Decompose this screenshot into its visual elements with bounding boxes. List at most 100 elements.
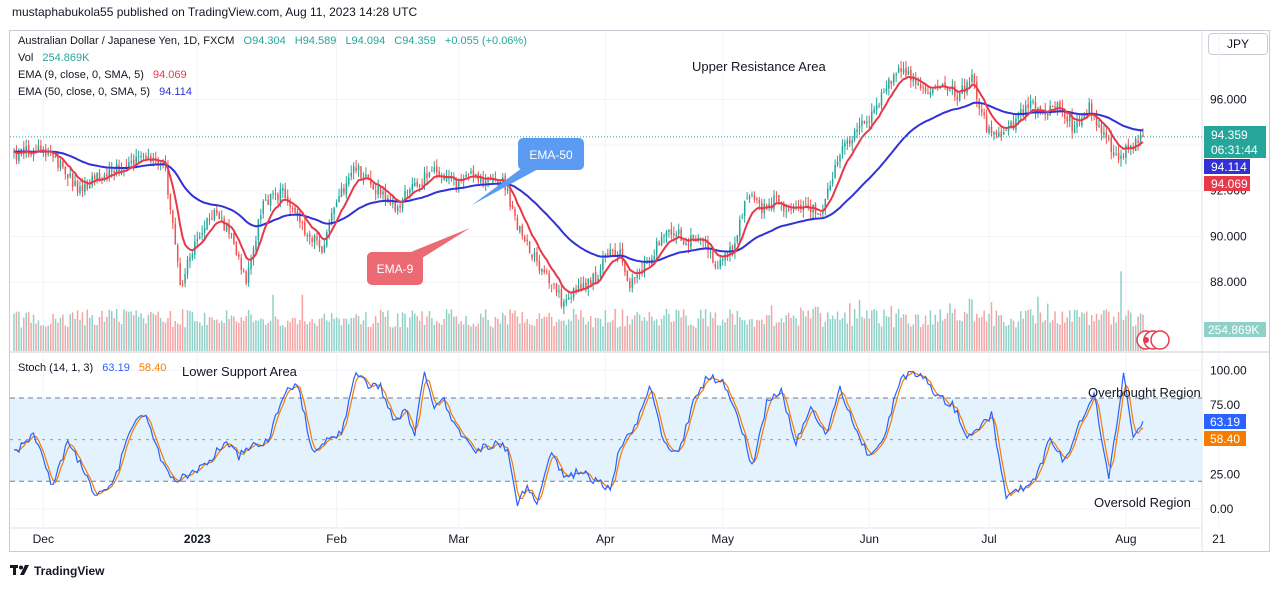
volume-bar xyxy=(971,299,973,351)
volume-bar xyxy=(196,321,199,351)
candle-body xyxy=(1100,124,1103,134)
candle-body xyxy=(264,199,267,201)
candle-body xyxy=(880,92,883,106)
chart-frame xyxy=(9,30,1270,552)
candle-body xyxy=(907,70,910,75)
candle-body xyxy=(409,189,411,193)
volume-bar xyxy=(482,317,484,351)
candle-body xyxy=(866,121,868,124)
volume-bar xyxy=(604,310,607,351)
price-tick-label: 88.000 xyxy=(1210,275,1247,289)
volume-bar xyxy=(770,305,773,351)
event-dot-icon xyxy=(1143,337,1149,343)
candle-body xyxy=(958,92,961,101)
volume-bar xyxy=(414,313,416,351)
volume-bar xyxy=(648,311,651,351)
volume-bar xyxy=(326,320,328,351)
volume-bar xyxy=(91,315,93,351)
candle-body xyxy=(1110,137,1112,153)
candle-body xyxy=(93,175,96,180)
candle-body xyxy=(272,193,274,195)
ema50-tag-value: 94.114 xyxy=(1211,160,1247,174)
candle-body xyxy=(252,248,255,258)
volume-bar xyxy=(1108,311,1110,351)
candle-body xyxy=(428,172,431,177)
candle-body xyxy=(1020,109,1022,116)
volume-bar xyxy=(1002,322,1005,351)
volume-bar xyxy=(809,318,812,351)
volume-bar xyxy=(108,309,111,351)
volume-bar xyxy=(734,324,736,351)
volume-bar xyxy=(250,314,252,351)
candle-body xyxy=(751,194,753,196)
volume-bar xyxy=(702,318,704,351)
last-price-value: 94.359 xyxy=(1211,128,1248,142)
candle-body xyxy=(856,129,858,133)
candle-body xyxy=(1051,105,1054,107)
candle-body xyxy=(330,213,333,223)
volume-bar xyxy=(922,324,924,351)
candle-body xyxy=(130,160,133,163)
volume-bar xyxy=(990,302,993,351)
volume-bar xyxy=(357,315,360,351)
candle-body xyxy=(40,145,42,152)
volume-bar xyxy=(277,319,279,351)
volume-bar xyxy=(1086,311,1088,351)
candle-body xyxy=(509,186,511,207)
volume-bar xyxy=(924,315,927,351)
volume-bar xyxy=(426,316,428,351)
volume-bar xyxy=(914,314,917,351)
volume-bar xyxy=(328,321,330,351)
candle-body xyxy=(137,156,140,158)
volume-bar xyxy=(504,315,506,351)
candle-body xyxy=(563,301,565,308)
volume-bar xyxy=(927,324,929,351)
stoch-tick-label: 100.00 xyxy=(1210,363,1247,377)
candle-body xyxy=(663,235,665,237)
volume-bar xyxy=(162,321,164,351)
candle-body xyxy=(631,278,634,288)
candle-body xyxy=(176,245,179,262)
candle-body xyxy=(191,253,194,258)
candle-body xyxy=(778,195,780,204)
candle-body xyxy=(348,177,350,185)
volume-bar xyxy=(460,321,462,351)
stoch-tick-label: 75.00 xyxy=(1210,398,1240,412)
volume-bar xyxy=(1078,316,1081,351)
volume-bar xyxy=(455,316,458,351)
currency-button[interactable]: JPY xyxy=(1208,33,1268,55)
volume-bar xyxy=(157,311,159,351)
volume-bar xyxy=(1095,313,1098,351)
volume-bar xyxy=(440,324,443,351)
volume-bar xyxy=(313,323,316,351)
volume-bar xyxy=(1032,315,1034,351)
volume-bar xyxy=(1015,327,1017,351)
candle-body xyxy=(394,201,396,211)
volume-bar xyxy=(800,307,802,351)
candle-body xyxy=(333,207,335,214)
volume-bar xyxy=(269,321,272,351)
candle-body xyxy=(480,176,482,183)
volume-bar xyxy=(286,320,289,351)
volume-bar xyxy=(245,316,247,351)
candle-body xyxy=(792,208,795,210)
volume-bar xyxy=(643,317,646,351)
volume-bar xyxy=(130,311,133,351)
candle-body xyxy=(318,239,321,248)
candle-body xyxy=(687,243,690,246)
event-icons[interactable] xyxy=(1136,330,1170,350)
volume-bar xyxy=(69,314,71,351)
volume-bar xyxy=(67,326,69,351)
volume-bar xyxy=(399,326,401,351)
volume-bar xyxy=(489,325,492,351)
footer-branding[interactable]: TradingView xyxy=(10,564,104,578)
volume-bar xyxy=(394,326,396,351)
candle-body xyxy=(787,209,790,211)
volume-bar xyxy=(1005,325,1007,351)
candle-body xyxy=(220,217,223,219)
ema-9-line xyxy=(13,75,1144,294)
candle-body xyxy=(995,131,998,135)
time-tick-label: 2023 xyxy=(184,532,211,546)
volume-bar xyxy=(1073,309,1076,351)
